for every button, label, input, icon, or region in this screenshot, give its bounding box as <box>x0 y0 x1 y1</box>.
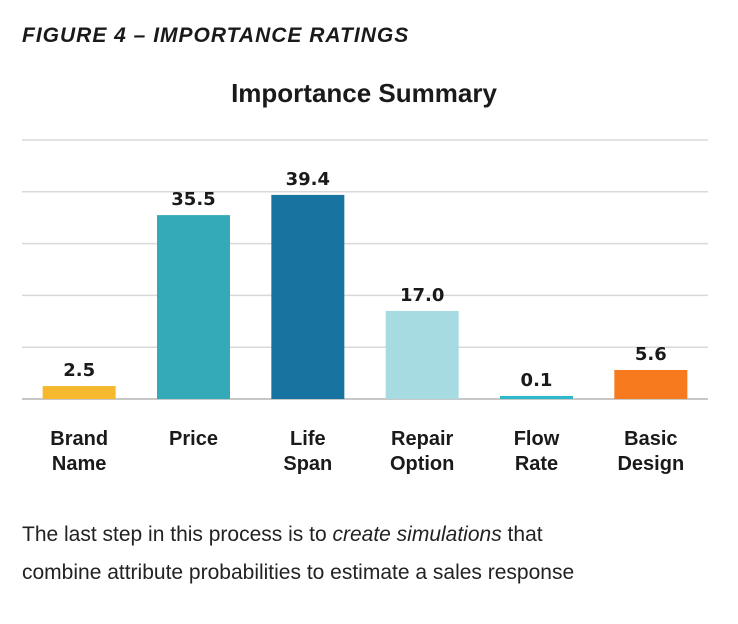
data-label-5: 5.6 <box>635 344 667 365</box>
caption-line2: combine attribute probabilities to estim… <box>22 561 575 584</box>
figure-label: FIGURE 4 – IMPORTANCE RATINGS <box>22 24 410 47</box>
category-label-3-0: Repair <box>391 428 453 450</box>
bar-3 <box>385 310 459 399</box>
category-label-2-0: Life <box>290 428 326 450</box>
data-label-4: 0.1 <box>521 370 553 391</box>
category-label-1-0: Price <box>169 428 218 450</box>
category-label-0-0: Brand <box>50 428 108 450</box>
caption-line1-before: The last step in this process is to <box>22 523 333 546</box>
category-label-4-1: Rate <box>515 453 558 475</box>
data-label-3: 17.0 <box>400 285 444 306</box>
category-label-2-1: Span <box>283 453 332 475</box>
bar-4 <box>500 396 573 399</box>
category-label-3-1: Option <box>390 453 454 475</box>
caption-emphasis: create simulations <box>332 523 502 546</box>
importance-bar-chart: 2.5 Brand Name 35.5 Price 39.4 Life Span 17.0 Rep… <box>22 139 708 475</box>
category-label-5-1: Design <box>617 453 684 475</box>
data-label-1: 35.5 <box>171 189 215 210</box>
category-label-0-1: Name <box>52 453 106 475</box>
bar-2 <box>271 194 345 399</box>
category-label-4-0: Flow <box>514 428 560 450</box>
chart-title: Importance Summary <box>231 78 497 108</box>
bar-1 <box>157 215 230 399</box>
bar-5 <box>614 369 688 399</box>
caption-text: The last step in this process is to crea… <box>22 516 722 592</box>
data-label-2: 39.4 <box>286 169 330 190</box>
bar-0 <box>42 386 116 399</box>
category-label-5-0: Basic <box>624 428 677 450</box>
caption-line1-after: that <box>501 523 543 546</box>
data-label-0: 2.5 <box>63 360 95 381</box>
